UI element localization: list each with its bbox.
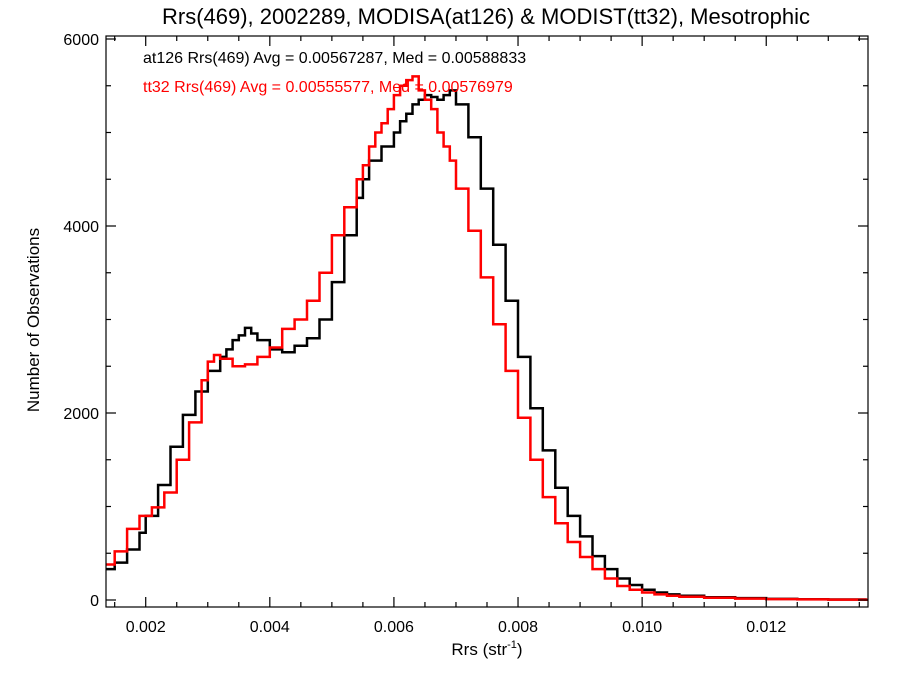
annotation-at126: at126 Rrs(469) Avg = 0.00567287, Med = 0… xyxy=(143,50,526,67)
x-tick-label: 0.002 xyxy=(126,619,166,636)
y-tick-label: 2000 xyxy=(63,406,99,423)
x-tick-label: 0.010 xyxy=(622,619,662,636)
y-axis-label: Number of Observations xyxy=(24,228,43,412)
chart-title: Rrs(469), 2002289, MODISA(at126) & MODIS… xyxy=(162,4,810,29)
x-tick-label: 0.008 xyxy=(498,619,538,636)
x-axis-label-sup: -1 xyxy=(507,639,517,651)
series-layer xyxy=(106,75,868,601)
x-axis-label-tail: ) xyxy=(517,640,523,659)
x-tick-label: 0.012 xyxy=(746,619,786,636)
series-line-tt32 xyxy=(106,75,868,601)
plot-frame xyxy=(105,35,869,608)
x-tick-label: 0.004 xyxy=(250,619,290,636)
annotation-tt32: tt32 Rrs(469) Avg = 0.00555577, Med = 0.… xyxy=(143,79,513,96)
x-tick-label: 0.006 xyxy=(374,619,414,636)
series-line-at126 xyxy=(106,89,868,601)
x-axis-label: Rrs (str-1) xyxy=(451,639,522,659)
y-tick-label: 6000 xyxy=(63,32,99,49)
x-axis-label-main: Rrs (str xyxy=(451,640,507,659)
y-tick-label: 4000 xyxy=(63,219,99,236)
ticks-layer: 0.002 0.004 0.006 0.008 0.010 0.012 0 2000 4000 6… xyxy=(63,32,868,636)
y-tick-label: 0 xyxy=(90,593,99,610)
